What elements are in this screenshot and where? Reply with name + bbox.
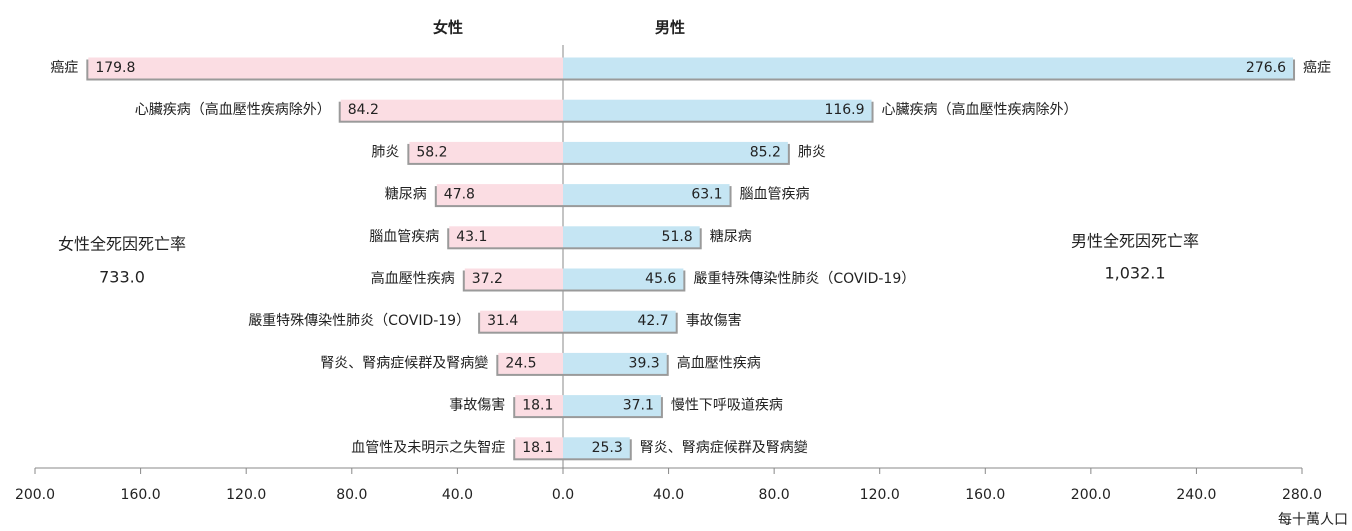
bar [340, 99, 563, 121]
female-total-label: 女性全死因死亡率 [58, 235, 186, 254]
bar [409, 141, 563, 163]
bar [480, 310, 563, 332]
value-label: 45.6 [645, 271, 676, 287]
bar [449, 226, 563, 248]
bar [563, 310, 676, 332]
category-label: 腦血管疾病 [369, 229, 439, 245]
value-label: 276.6 [1246, 60, 1286, 76]
x-tick-label: 200.0 [15, 487, 55, 503]
category-label: 腦血管疾病 [740, 187, 810, 203]
x-tick-label: 80.0 [336, 487, 367, 503]
value-label: 43.1 [456, 229, 487, 245]
value-label: 37.2 [472, 271, 503, 287]
bar [436, 184, 563, 206]
bar [515, 437, 563, 459]
category-label: 癌症 [1303, 60, 1331, 76]
x-axis-unit: 每十萬人口 [1278, 512, 1348, 528]
value-label: 39.3 [629, 355, 660, 371]
category-label: 糖尿病 [710, 229, 752, 245]
category-label: 腎炎、腎病症候群及腎病變 [320, 355, 488, 371]
x-tick-label: 200.0 [1071, 487, 1111, 503]
bar [464, 268, 563, 290]
value-label: 18.1 [522, 440, 553, 456]
category-label: 嚴重特殊傳染性肺炎（COVID-19） [693, 271, 915, 287]
bar [563, 184, 730, 206]
bar [563, 57, 1294, 79]
x-tick-label: 160.0 [965, 487, 1005, 503]
value-label: 179.8 [95, 60, 135, 76]
category-label: 血管性及未明示之失智症 [351, 440, 505, 456]
bar [563, 141, 788, 163]
value-label: 47.8 [444, 187, 475, 203]
bar [563, 268, 684, 290]
male-total: 1,032.1 [1104, 264, 1165, 283]
category-label: 心臟疾病（高血壓性疾病除外） [135, 101, 331, 118]
x-tick-label: 120.0 [226, 487, 266, 503]
x-tick-label: 40.0 [653, 487, 684, 503]
value-label: 58.2 [416, 144, 447, 160]
bar [563, 99, 872, 121]
value-label: 85.2 [750, 144, 781, 160]
bar [563, 395, 661, 417]
x-tick-label: 80.0 [759, 487, 790, 503]
category-label: 高血壓性疾病 [677, 354, 761, 371]
category-label: 糖尿病 [385, 187, 427, 203]
bar [498, 352, 563, 374]
female-header: 女性 [433, 19, 463, 37]
x-tick-label: 160.0 [121, 487, 161, 503]
x-tick-label: 280.0 [1282, 487, 1322, 503]
bar [563, 226, 700, 248]
x-tick-label: 240.0 [1176, 487, 1216, 503]
category-label: 肺炎 [798, 144, 826, 160]
value-label: 24.5 [505, 355, 536, 371]
value-label: 51.8 [662, 229, 693, 245]
value-label: 116.9 [824, 102, 864, 118]
x-tick-label: 120.0 [860, 487, 900, 503]
x-tick-label: 0.0 [552, 487, 574, 503]
x-tick-label: 40.0 [442, 487, 473, 503]
category-label: 心臟疾病（高血壓性疾病除外） [882, 101, 1078, 118]
value-label: 42.7 [638, 313, 669, 329]
value-label: 84.2 [348, 102, 379, 118]
bar [563, 352, 667, 374]
value-label: 25.3 [592, 440, 623, 456]
category-label: 嚴重特殊傳染性肺炎（COVID-19） [248, 313, 470, 329]
male-header: 男性 [655, 19, 685, 37]
category-label: 腎炎、腎病症候群及腎病變 [640, 440, 808, 456]
male-total-label: 男性全死因死亡率 [1071, 232, 1199, 251]
category-label: 慢性下呼吸道疾病 [671, 397, 783, 414]
category-label: 高血壓性疾病 [371, 270, 455, 287]
value-label: 63.1 [691, 187, 722, 203]
value-label: 18.1 [522, 398, 553, 414]
value-label: 31.4 [487, 313, 518, 329]
category-label: 事故傷害 [686, 313, 742, 329]
bar [563, 437, 630, 459]
category-label: 肺炎 [371, 144, 399, 160]
bar [515, 395, 563, 417]
female-total: 733.0 [99, 268, 145, 287]
bar [88, 57, 563, 79]
category-label: 事故傷害 [449, 398, 505, 414]
value-label: 37.1 [623, 398, 654, 414]
category-label: 癌症 [50, 60, 78, 76]
